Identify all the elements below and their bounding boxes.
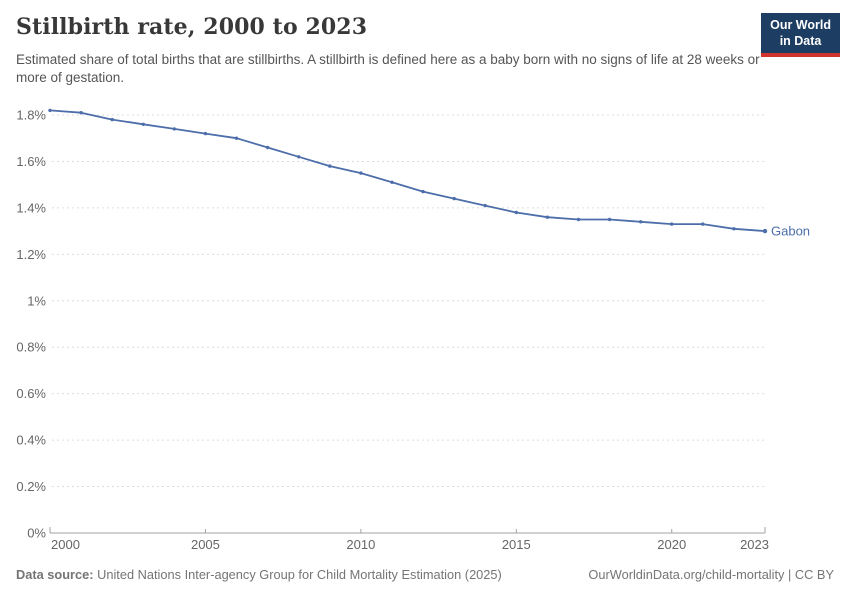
data-point[interactable] xyxy=(297,155,301,159)
y-tick-label: 1.4% xyxy=(16,200,46,215)
owid-logo-text-line2: in Data xyxy=(779,33,822,48)
y-tick-label: 0.2% xyxy=(16,479,46,494)
chart-canvas[interactable]: 0% 0.2% 0.4% 0.6% 0.8% 1% 1.2% 1.4% 1.6% 1.8% 2000… xyxy=(0,95,850,560)
data-source-label: Data source: xyxy=(16,567,94,582)
data-point[interactable] xyxy=(701,222,705,226)
data-source-note: Data source: United Nations Inter-agency… xyxy=(16,567,502,582)
x-tick-label: 2015 xyxy=(502,537,531,552)
data-point[interactable] xyxy=(328,164,332,168)
chart-footer: Data source: United Nations Inter-agency… xyxy=(16,567,834,582)
data-point[interactable] xyxy=(732,227,736,231)
owid-logo[interactable]: Our World in Data xyxy=(761,13,840,58)
y-tick-label: 1% xyxy=(27,293,46,308)
data-point[interactable] xyxy=(141,122,145,126)
data-point[interactable] xyxy=(670,222,674,226)
y-tick-label: 0.6% xyxy=(16,386,46,401)
data-point[interactable] xyxy=(483,203,487,208)
data-point[interactable] xyxy=(390,180,394,184)
page-title: Stillbirth rate, 2000 to 2023 xyxy=(16,14,368,40)
data-point[interactable] xyxy=(576,217,581,222)
data-point[interactable] xyxy=(48,108,52,113)
data-point[interactable] xyxy=(607,217,612,222)
license-link[interactable]: OurWorldinData.org/child-mortality | CC … xyxy=(588,567,834,582)
x-tick-label: 2020 xyxy=(657,537,686,552)
data-point[interactable] xyxy=(203,131,208,136)
data-point[interactable] xyxy=(545,215,550,219)
owid-logo-text-line1: Our World xyxy=(770,18,831,32)
y-tick-label: 1.6% xyxy=(16,154,46,169)
x-tick-label: 2023 xyxy=(740,537,769,552)
data-point[interactable] xyxy=(514,210,518,215)
data-point[interactable] xyxy=(234,136,239,140)
data-point[interactable] xyxy=(359,171,363,175)
y-tick-label: 0% xyxy=(27,526,46,541)
data-point[interactable] xyxy=(762,228,768,234)
y-tick-label: 1.2% xyxy=(16,247,46,262)
x-tick-label: 2010 xyxy=(346,537,375,552)
y-tick-label: 0.8% xyxy=(16,340,46,355)
data-point[interactable] xyxy=(110,117,114,122)
data-line[interactable] xyxy=(49,109,766,233)
y-tick-label: 0.4% xyxy=(16,433,46,448)
data-source-text: United Nations Inter-agency Group for Ch… xyxy=(97,567,502,582)
data-point[interactable] xyxy=(452,196,456,201)
data-point[interactable] xyxy=(639,220,643,224)
chart-subtitle: Estimated share of total births that are… xyxy=(16,52,760,85)
data-point[interactable] xyxy=(172,127,176,131)
x-tick-label: 2005 xyxy=(191,537,220,552)
series-label[interactable]: Gabon xyxy=(771,224,810,239)
x-tick-label: 2000 xyxy=(51,537,80,552)
line-chart[interactable]: 0% 0.2% 0.4% 0.6% 0.8% 1% 1.2% 1.4% 1.6% 1.8% 2000… xyxy=(0,95,850,560)
y-tick-label: 1.8% xyxy=(16,108,46,123)
data-point[interactable] xyxy=(79,111,83,115)
data-point[interactable] xyxy=(265,145,270,150)
data-point[interactable] xyxy=(421,189,425,194)
